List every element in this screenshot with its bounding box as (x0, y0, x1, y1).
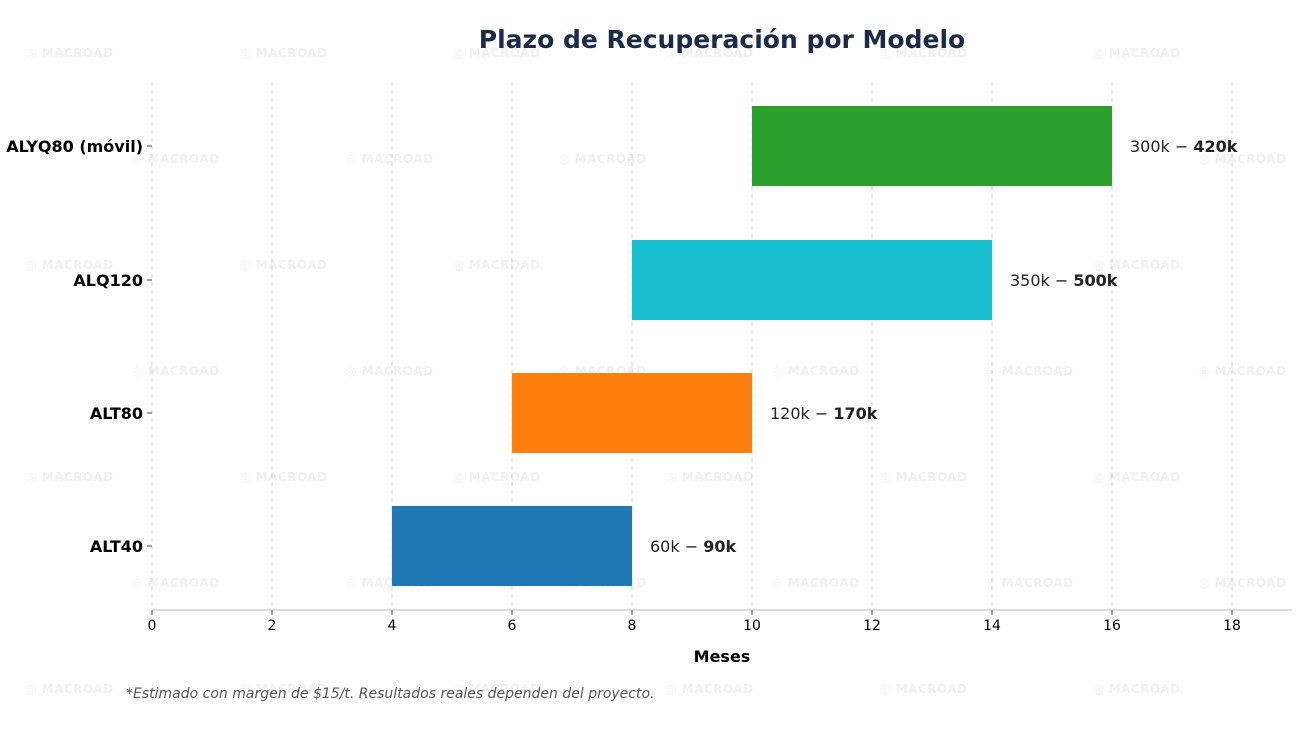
bar-value-label-1: 350k − 500k (1010, 271, 1118, 290)
bar-1 (632, 240, 992, 320)
bar-value-range-start: 300k − (1130, 137, 1193, 156)
bar-2 (512, 373, 752, 453)
bar-0 (752, 106, 1112, 186)
bar-value-range-end: 170k (833, 404, 877, 423)
bar-3 (392, 506, 632, 586)
x-tick-label-16: 16 (1103, 618, 1121, 634)
bars-group (392, 106, 1112, 586)
chart-title: Plazo de Recuperación por Modelo (479, 25, 965, 54)
y-tick-label-0: ALYQ80 (móvil) (6, 137, 143, 156)
bar-value-label-2: 120k − 170k (770, 404, 878, 423)
x-tick-label-14: 14 (983, 618, 1001, 634)
x-tick-label-10: 10 (743, 618, 761, 634)
y-tick-label-2: ALT80 (90, 404, 143, 423)
bar-value-range-end: 500k (1073, 271, 1117, 290)
x-tick-label-12: 12 (863, 618, 881, 634)
bar-value-range-start: 350k − (1010, 271, 1073, 290)
footnote: *Estimado con margen de $15/t. Resultado… (126, 686, 655, 702)
x-tick-label-2: 2 (268, 618, 277, 634)
x-axis-label: Meses (694, 647, 751, 666)
bar-value-label-3: 60k − 90k (650, 537, 736, 556)
bar-value-range-start: 120k − (770, 404, 833, 423)
x-tick-label-8: 8 (628, 618, 637, 634)
bar-labels-group: 300k − 420k 350k − 500k 120k − 170k 60k − 9… (650, 137, 1238, 556)
x-axis: 0 2 4 6 8 10 12 14 16 18 (148, 609, 1292, 634)
x-tick-label-4: 4 (388, 618, 397, 634)
bar-value-range-end: 420k (1193, 137, 1237, 156)
x-tick-label-18: 18 (1223, 618, 1241, 634)
x-tick-label-0: 0 (148, 618, 157, 634)
bar-value-range-start: 60k − (650, 537, 703, 556)
bar-value-range-end: 90k (703, 537, 736, 556)
y-tick-label-3: ALT40 (90, 537, 143, 556)
y-axis: ALYQ80 (móvil) ALQ120 ALT80 ALT40 (6, 137, 152, 556)
x-tick-label-6: 6 (508, 618, 517, 634)
bar-value-label-0: 300k − 420k (1130, 137, 1238, 156)
y-tick-label-1: ALQ120 (73, 271, 143, 290)
